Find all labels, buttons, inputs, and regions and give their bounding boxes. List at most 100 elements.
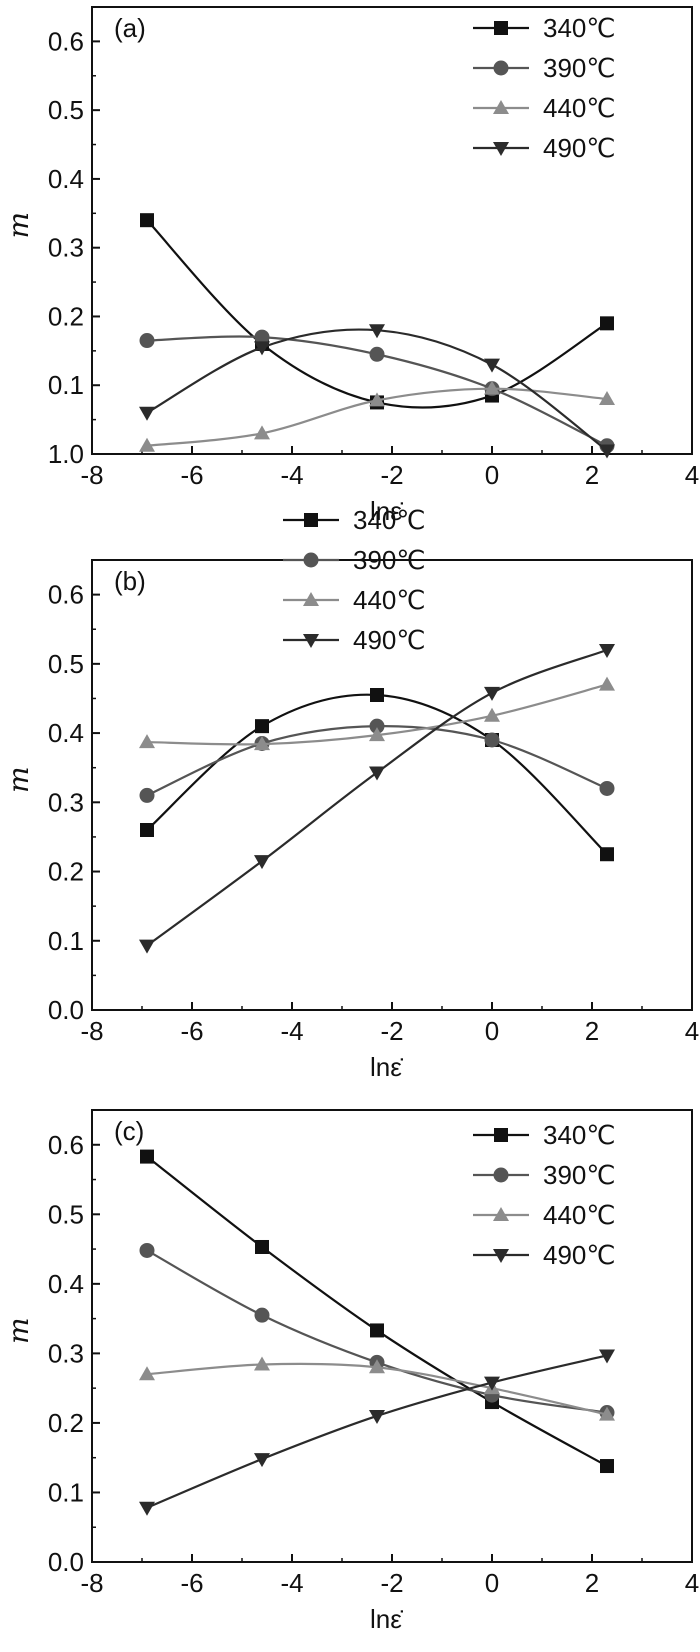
x-tick-label: -2 xyxy=(380,1016,403,1046)
legend-label: 440℃ xyxy=(353,585,426,615)
data-point xyxy=(255,1239,269,1254)
data-point xyxy=(600,316,614,331)
data-point xyxy=(139,1366,155,1381)
x-tick-label: -8 xyxy=(80,1016,103,1046)
data-point xyxy=(254,855,270,870)
data-point xyxy=(254,341,270,356)
data-point xyxy=(369,1359,385,1374)
y-axis-label: m xyxy=(2,212,35,239)
series-4 xyxy=(139,1349,615,1516)
legend-marker xyxy=(493,1207,509,1221)
y-tick-label: 0.1 xyxy=(48,926,84,956)
data-point xyxy=(369,718,385,734)
x-tick-label: 2 xyxy=(585,1568,599,1598)
data-point xyxy=(484,358,500,373)
data-point xyxy=(369,324,385,339)
x-tick-label: -2 xyxy=(380,460,403,490)
series-3 xyxy=(139,380,615,452)
data-point xyxy=(599,1406,615,1421)
series-4 xyxy=(139,324,615,459)
data-point xyxy=(254,329,270,345)
data-point xyxy=(484,380,500,395)
legend-marker xyxy=(303,592,319,606)
legend-marker xyxy=(493,100,509,114)
y-tick-label: 0.1 xyxy=(48,1477,84,1507)
x-tick-label: 0 xyxy=(485,1016,499,1046)
data-point xyxy=(599,444,615,459)
legend-marker xyxy=(493,1249,509,1263)
y-tick-label: 0.4 xyxy=(48,1269,84,1299)
legend-marker xyxy=(494,1128,508,1142)
data-point xyxy=(369,766,385,781)
data-point xyxy=(139,406,155,421)
data-point xyxy=(139,787,155,803)
y-tick-label: 1.0 xyxy=(48,439,84,469)
data-point xyxy=(254,1453,270,1468)
legend-label: 340℃ xyxy=(543,13,616,43)
x-tick-label: 4 xyxy=(685,1568,699,1598)
legend-marker xyxy=(303,552,319,568)
x-tick-label: -4 xyxy=(280,1016,303,1046)
legend-label: 490℃ xyxy=(353,625,426,655)
data-point xyxy=(139,333,155,349)
data-point xyxy=(255,719,269,734)
series-4 xyxy=(139,644,615,954)
y-tick-label: 0.0 xyxy=(48,1547,84,1577)
y-tick-label: 0.0 xyxy=(48,995,84,1025)
data-point xyxy=(599,390,615,405)
panel-label: (a) xyxy=(114,13,146,43)
y-tick-label: 0.2 xyxy=(48,301,84,331)
legend-marker xyxy=(493,1167,509,1183)
data-point xyxy=(369,346,385,362)
legend-marker xyxy=(493,142,509,156)
legend-marker xyxy=(303,634,319,648)
data-point xyxy=(484,732,500,748)
chart-panel-2: -8 -6 -4 -2 0 2 4 0.0 0.1 0.2 0.3 0.4 0.5 0.6 lnε̇ m (b)… xyxy=(2,505,699,1082)
legend-marker xyxy=(493,60,509,76)
data-point xyxy=(139,1242,155,1258)
data-point xyxy=(599,676,615,691)
data-point xyxy=(140,823,154,837)
x-axis-label: lnε̇ xyxy=(370,496,404,526)
x-tick-label: 4 xyxy=(685,1016,699,1046)
data-point xyxy=(139,734,155,749)
data-point xyxy=(254,425,270,440)
panel-label: (b) xyxy=(114,566,146,596)
series-1 xyxy=(140,1149,614,1474)
data-point xyxy=(600,847,614,862)
x-tick-label: -8 xyxy=(80,1568,103,1598)
data-point xyxy=(484,1376,500,1391)
x-axis-label: lnε̇ xyxy=(370,1052,404,1082)
data-point xyxy=(369,1409,385,1424)
y-tick-label: 0.5 xyxy=(48,95,84,125)
data-point xyxy=(140,213,154,228)
y-tick-label: 0.6 xyxy=(48,1130,84,1160)
x-tick-label: 2 xyxy=(585,460,599,490)
legend-marker xyxy=(304,513,318,527)
data-point xyxy=(369,392,385,407)
chart-panel-3: -8 -6 -4 -2 0 2 4 0.0 0.1 0.2 0.3 0.4 0.5 0.6 lnε̇ m (c)… xyxy=(2,1109,699,1634)
legend-label: 440℃ xyxy=(543,93,616,123)
y-axis-label: m xyxy=(2,1317,35,1344)
x-tick-label: -4 xyxy=(280,1568,303,1598)
series-line xyxy=(146,1354,608,1509)
legend-label: 490℃ xyxy=(543,1240,616,1270)
x-tick-label: 2 xyxy=(585,1016,599,1046)
data-point xyxy=(254,736,270,751)
data-point xyxy=(599,1349,615,1364)
series-line xyxy=(146,219,608,409)
legend-label: 340℃ xyxy=(353,505,426,535)
legend-label: 390℃ xyxy=(543,53,616,83)
data-point xyxy=(140,1149,154,1164)
y-tick-label: 0.3 xyxy=(48,787,84,817)
legend-label: 340℃ xyxy=(543,1120,616,1150)
x-tick-label: -2 xyxy=(380,1568,403,1598)
data-point xyxy=(600,1459,614,1474)
x-tick-label: -4 xyxy=(280,460,303,490)
data-point xyxy=(370,688,384,702)
data-point xyxy=(484,707,500,722)
x-tick-label: -6 xyxy=(180,1016,203,1046)
x-tick-label: 4 xyxy=(685,460,699,490)
data-point xyxy=(599,644,615,658)
